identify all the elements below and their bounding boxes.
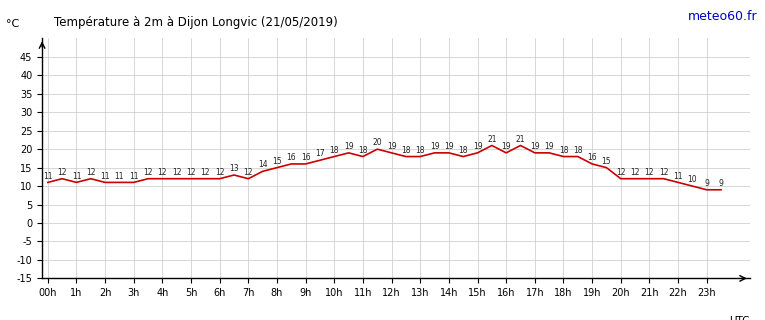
Text: 13: 13 — [230, 164, 239, 173]
Text: 12: 12 — [57, 168, 67, 177]
Text: 12: 12 — [645, 168, 654, 177]
Text: 10: 10 — [688, 175, 697, 184]
Text: 19: 19 — [501, 142, 511, 151]
Text: 11: 11 — [43, 172, 53, 180]
Text: 12: 12 — [200, 168, 210, 177]
Text: 18: 18 — [358, 146, 368, 155]
Text: 12: 12 — [616, 168, 626, 177]
Text: 11: 11 — [115, 172, 124, 180]
Text: 16: 16 — [301, 153, 311, 162]
Text: 11: 11 — [100, 172, 110, 180]
Text: 12: 12 — [215, 168, 224, 177]
Text: 18: 18 — [401, 146, 411, 155]
Text: UTC: UTC — [729, 316, 750, 320]
Text: 15: 15 — [272, 157, 282, 166]
Text: 19: 19 — [473, 142, 483, 151]
Text: 19: 19 — [545, 142, 554, 151]
Text: 19: 19 — [444, 142, 454, 151]
Text: meteo60.fr: meteo60.fr — [688, 10, 757, 23]
Text: 12: 12 — [143, 168, 153, 177]
Text: 20: 20 — [373, 138, 382, 147]
Text: 18: 18 — [415, 146, 425, 155]
Text: 16: 16 — [287, 153, 296, 162]
Text: 14: 14 — [258, 160, 268, 170]
Text: Température à 2m à Dijon Longvic (21/05/2019): Température à 2m à Dijon Longvic (21/05/… — [54, 16, 337, 29]
Text: 19: 19 — [430, 142, 439, 151]
Text: 18: 18 — [573, 146, 583, 155]
Text: 12: 12 — [659, 168, 669, 177]
Text: 19: 19 — [530, 142, 539, 151]
Text: 16: 16 — [588, 153, 597, 162]
Text: 21: 21 — [516, 135, 526, 144]
Text: 11: 11 — [72, 172, 81, 180]
Text: 17: 17 — [315, 149, 325, 158]
Text: 9: 9 — [705, 179, 709, 188]
Text: 19: 19 — [343, 142, 353, 151]
Text: 12: 12 — [243, 168, 253, 177]
Text: 19: 19 — [387, 142, 396, 151]
Text: 11: 11 — [129, 172, 138, 180]
Text: 12: 12 — [630, 168, 640, 177]
Text: 18: 18 — [558, 146, 568, 155]
Text: 12: 12 — [187, 168, 196, 177]
Text: 11: 11 — [673, 172, 683, 180]
Text: 18: 18 — [330, 146, 339, 155]
Text: 12: 12 — [86, 168, 96, 177]
Text: 12: 12 — [158, 168, 167, 177]
Text: 12: 12 — [172, 168, 181, 177]
Text: °C: °C — [5, 19, 19, 29]
Text: 21: 21 — [487, 135, 496, 144]
Text: 9: 9 — [718, 179, 724, 188]
Text: 18: 18 — [458, 146, 468, 155]
Text: 15: 15 — [601, 157, 611, 166]
